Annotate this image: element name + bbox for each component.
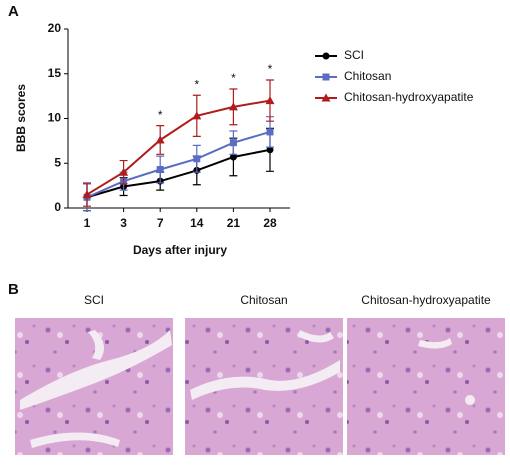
point <box>119 167 129 176</box>
image-title: SCI <box>84 293 104 307</box>
series-line <box>86 148 271 199</box>
x-tick-label: 7 <box>157 216 164 230</box>
x-tick-label: 28 <box>263 216 277 230</box>
significance-label: * <box>158 108 163 122</box>
point <box>322 52 330 60</box>
legend-label: Chitosan <box>344 69 391 83</box>
histology-image <box>185 318 343 455</box>
point <box>155 135 165 144</box>
legend-label: SCI <box>344 48 364 62</box>
point <box>193 155 201 163</box>
point <box>321 93 331 102</box>
x-tick-label: 1 <box>84 216 91 230</box>
image-title: Chitosan <box>240 293 287 307</box>
y-tick-label: 5 <box>54 155 61 169</box>
x-tick-label: 14 <box>190 216 204 230</box>
histology-image <box>347 318 505 455</box>
legend-label: Chitosan-hydroxyapatite <box>344 90 474 104</box>
point <box>156 166 164 174</box>
point <box>265 96 275 105</box>
y-axis-title: BBB scores <box>14 84 28 152</box>
point <box>228 102 238 111</box>
panel-label: B <box>8 281 19 298</box>
point <box>229 139 237 147</box>
image-title: Chitosan-hydroxyapatite <box>361 293 491 307</box>
point <box>229 153 237 161</box>
significance-label: * <box>268 62 273 76</box>
point <box>266 128 274 136</box>
series-line <box>86 99 271 196</box>
y-tick-label: 0 <box>54 200 61 214</box>
y-tick-label: 15 <box>48 66 62 80</box>
x-tick-label: 21 <box>227 216 241 230</box>
x-tick-label: 3 <box>120 216 127 230</box>
point <box>266 146 274 154</box>
significance-label: * <box>231 71 236 85</box>
series-line <box>86 130 271 199</box>
significance-label: * <box>194 77 199 91</box>
x-axis-title: Days after injury <box>133 243 227 257</box>
point <box>82 190 92 199</box>
y-tick-label: 10 <box>48 111 62 125</box>
point <box>322 73 330 81</box>
panel-label: A <box>8 3 19 20</box>
y-tick-label: 20 <box>48 21 62 35</box>
histology-image <box>15 318 173 455</box>
point <box>192 111 202 120</box>
